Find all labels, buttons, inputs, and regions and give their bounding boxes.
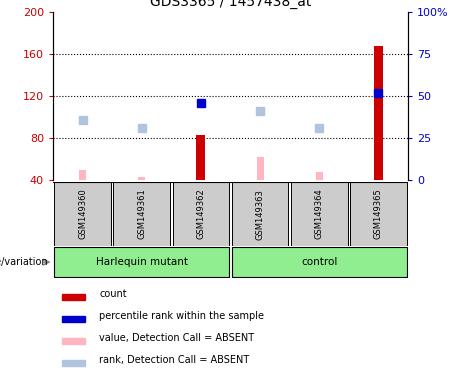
Text: control: control [301, 257, 337, 267]
Bar [256, 157, 264, 180]
Text: GSM149361: GSM149361 [137, 189, 146, 240]
Bar [79, 170, 86, 180]
Text: GSM149360: GSM149360 [78, 189, 87, 240]
Text: GSM149365: GSM149365 [374, 189, 383, 240]
Bar [62, 361, 85, 366]
Bar [232, 182, 289, 246]
Bar [113, 182, 170, 246]
Bar [54, 247, 229, 277]
Bar [54, 182, 111, 246]
Bar [62, 316, 85, 322]
Text: GSM149362: GSM149362 [196, 189, 206, 240]
Text: Harlequin mutant: Harlequin mutant [96, 257, 188, 267]
Text: GSM149364: GSM149364 [315, 189, 324, 240]
Bar [62, 294, 85, 300]
Bar [291, 182, 348, 246]
Bar [62, 338, 85, 344]
Bar [232, 247, 407, 277]
Bar [172, 182, 229, 246]
Bar [374, 46, 383, 180]
Title: GDS3365 / 1457438_at: GDS3365 / 1457438_at [150, 0, 311, 9]
Bar [196, 135, 205, 180]
Bar [316, 172, 323, 180]
Text: GSM149363: GSM149363 [255, 189, 265, 240]
Text: count: count [99, 289, 127, 299]
Text: percentile rank within the sample: percentile rank within the sample [99, 311, 264, 321]
Text: value, Detection Call = ABSENT: value, Detection Call = ABSENT [99, 333, 254, 343]
Bar [138, 177, 145, 180]
Bar [350, 182, 407, 246]
Text: rank, Detection Call = ABSENT: rank, Detection Call = ABSENT [99, 356, 249, 366]
Text: genotype/variation: genotype/variation [0, 257, 48, 267]
